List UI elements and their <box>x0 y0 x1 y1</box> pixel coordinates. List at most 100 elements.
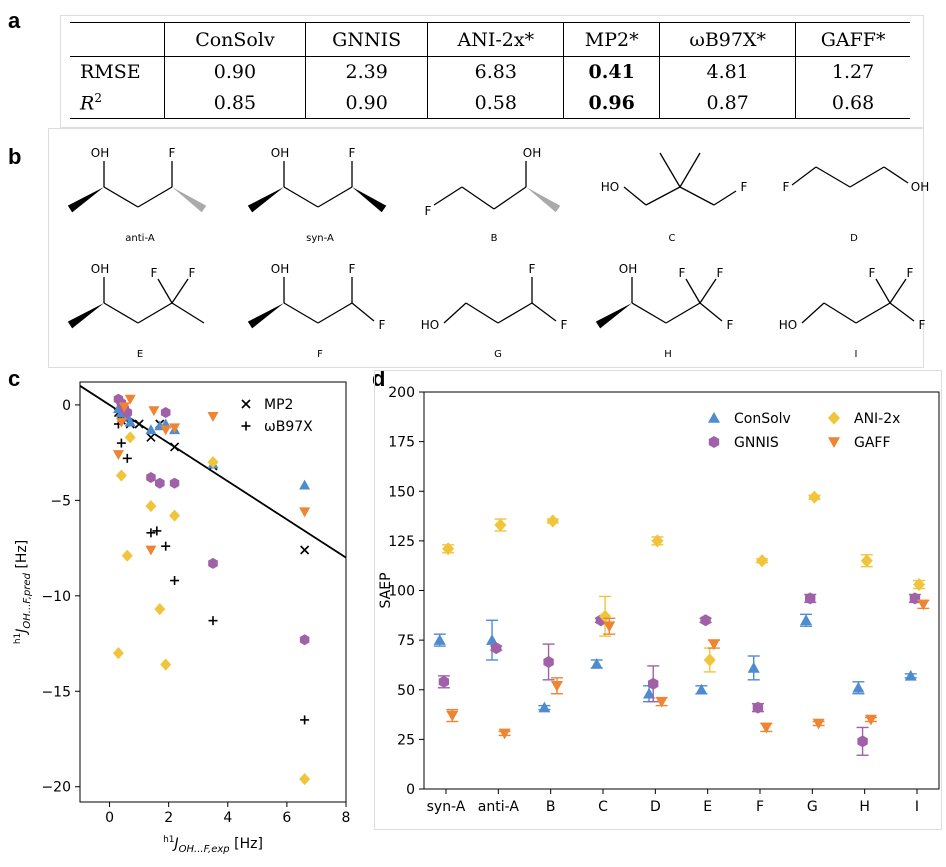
legend-label: ConSolv <box>734 411 791 427</box>
data-point-diamond <box>154 603 166 616</box>
data-point-triangle-down <box>299 507 311 518</box>
data-point-ConSolv <box>800 614 813 626</box>
x-tick-label: anti-A <box>478 799 520 815</box>
y-axis-label-sup: h1 <box>13 633 23 644</box>
table-cell: 2.39 <box>304 56 428 88</box>
data-point-+ <box>116 438 126 448</box>
bond <box>351 302 375 322</box>
x-axis-label-sub: OH...F,exp <box>179 844 230 855</box>
panel-label-c: c <box>8 366 21 391</box>
table-cell: 6.83 <box>427 56 564 88</box>
bond <box>679 186 715 206</box>
atom-label: F <box>169 146 176 160</box>
y-axis-label: SAEP <box>378 572 394 608</box>
bond <box>665 302 701 324</box>
data-point-x <box>300 545 310 555</box>
wedge-bond <box>595 303 632 329</box>
data-point-GNNIS <box>752 701 764 714</box>
r-squared-exponent: 2 <box>94 91 102 106</box>
y-tick-label: 0 <box>406 782 415 798</box>
bond <box>685 278 701 304</box>
bond <box>103 186 139 208</box>
data-point-ANI-2x <box>860 554 873 568</box>
atom-label: F <box>717 266 724 280</box>
atom-label: HO <box>601 180 619 194</box>
data-point-ANI-2x <box>703 653 716 667</box>
molecule-label: G <box>494 349 502 360</box>
legend-label: ωB97X <box>264 419 313 435</box>
atom-label: OH <box>91 146 109 160</box>
atom-label: OH <box>523 146 541 160</box>
data-point-GNNIS <box>805 592 816 605</box>
table-cell: 0.68 <box>795 87 910 119</box>
bond <box>283 302 319 324</box>
y-tick-label: 100 <box>388 584 415 600</box>
legend-marker <box>828 437 840 448</box>
y-tick-label: 0 <box>62 398 71 414</box>
data-point-triangle-up <box>299 479 311 490</box>
x-axis-label: h1JOH...F,exp [Hz] <box>163 835 263 855</box>
bond <box>497 302 533 324</box>
table-cell: 0.90 <box>164 56 306 88</box>
data-point-ANI-2x <box>756 554 769 568</box>
bond <box>659 152 681 188</box>
bond <box>823 302 857 324</box>
atom-label: OH <box>91 262 109 276</box>
data-point-ConSolv <box>643 687 656 699</box>
atom-label: F <box>783 180 790 194</box>
table-row: RMSE 0.90 2.39 6.83 0.41 4.81 1.27 <box>70 56 910 88</box>
data-point-ConSolv <box>695 683 708 695</box>
molecule-label: anti-A <box>125 233 155 244</box>
data-point-GAFF <box>655 696 668 708</box>
data-point-diamond <box>299 773 311 786</box>
x-tick-label: H <box>859 799 870 815</box>
x-axis-label-main: J <box>172 836 179 852</box>
data-point-ANI-2x <box>651 534 664 548</box>
table-cell: 0.87 <box>659 87 796 119</box>
data-point-GAFF <box>603 621 616 633</box>
molecule-label: E <box>137 349 143 360</box>
data-point-diamond <box>124 431 136 444</box>
molecules-frame <box>48 128 924 368</box>
data-point-ConSolv <box>590 657 603 669</box>
bond <box>791 166 817 186</box>
data-point-diamond <box>115 469 127 482</box>
bond <box>317 302 353 324</box>
table-header-cell: MP2* <box>563 22 660 57</box>
table-cell: 4.81 <box>659 56 796 88</box>
bond <box>461 186 495 210</box>
data-point-ConSolv <box>433 634 446 645</box>
bond <box>883 166 909 184</box>
molecule-label: C <box>669 233 676 244</box>
panel-label-b: b <box>8 144 22 169</box>
data-point-ANI-2x <box>808 490 821 504</box>
bond <box>137 302 173 324</box>
data-point-GNNIS <box>438 675 450 688</box>
y-tick-label: −10 <box>41 589 71 605</box>
data-point-triangle-down <box>169 423 181 434</box>
x-stroke <box>146 432 156 442</box>
legend-marker <box>708 412 720 423</box>
data-point-+ <box>161 541 171 551</box>
y-tick-label: 175 <box>388 435 415 451</box>
x-tick-label: I <box>915 799 919 815</box>
data-point-triangle-up <box>145 424 157 435</box>
bond <box>699 278 717 304</box>
molecule-label: D <box>850 233 858 244</box>
data-point-triangle-down <box>112 450 124 461</box>
y-tick-label: 150 <box>388 484 415 500</box>
bond <box>889 278 907 304</box>
hashed-wedge-bond <box>526 187 561 213</box>
data-point-diamond <box>207 456 219 469</box>
bond <box>849 166 885 188</box>
data-point-triangle-up <box>124 416 136 427</box>
molecule-label: F <box>317 349 323 360</box>
table-header-cell <box>70 22 165 57</box>
data-point-+ <box>300 715 310 725</box>
bond <box>531 302 557 322</box>
data-point-+ <box>170 576 180 586</box>
atom-label: F <box>529 262 536 276</box>
y-tick-label: 125 <box>388 534 415 550</box>
data-point-diamond <box>121 549 133 562</box>
